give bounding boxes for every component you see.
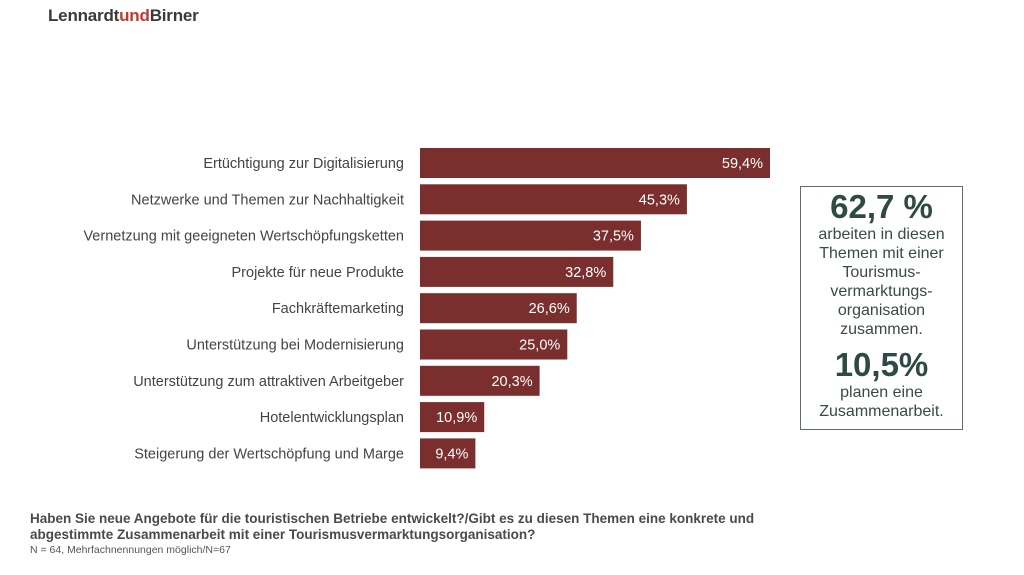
brand-part-2: und (119, 6, 150, 25)
bar-5 (420, 329, 568, 360)
category-label-2: Vernetzung mit geeigneten Wertschöpfungs… (83, 229, 404, 245)
callout-text-1-line-1: arbeiten in diesen (818, 226, 945, 243)
category-label-1: Netzwerke und Themen zur Nachhaltigkeit (131, 192, 404, 208)
survey-question-line-2: abgestimmte Zusammenarbeit mit einer Tou… (30, 527, 536, 542)
category-label-0: Ertüchtigung zur Digitalisierung (203, 156, 404, 172)
value-label-0: 59,4% (722, 156, 763, 172)
bar-3 (420, 256, 614, 287)
bar-1 (420, 184, 687, 215)
category-label-6: Unterstützung zum attraktiven Arbeitgebe… (133, 374, 404, 390)
callout-text-1-line-3: Tourismus- (842, 264, 921, 281)
callout-stat-1: 62,7 % (830, 188, 933, 225)
value-label-1: 45,3% (639, 192, 680, 208)
brand-part-3: Birner (149, 6, 199, 25)
value-label-6: 20,3% (491, 374, 532, 390)
bar-0 (420, 148, 770, 178)
category-label-4: Fachkräftemarketing (272, 301, 404, 317)
callout-box: 62,7 % arbeiten in diesen Themen mit ein… (800, 186, 963, 430)
bar-7 (420, 402, 485, 433)
bar-4 (420, 293, 577, 324)
category-label-7: Hotelentwicklungsplan (260, 410, 404, 426)
category-label-8: Steigerung der Wertschöpfung und Marge (134, 446, 404, 462)
bar-6 (420, 365, 540, 396)
callout-text-2-line-2: Zusammenarbeit. (819, 403, 944, 420)
callout-stat-2: 10,5% (834, 346, 929, 383)
callout-text-1-line-2: Themen mit einer (819, 245, 944, 262)
brand-logo: LennardtundBirner (48, 6, 199, 26)
value-label-5: 25,0% (519, 338, 560, 354)
sample-note: N = 64, Mehrfachnennungen möglich/N=67 (30, 544, 231, 556)
category-label-5: Unterstützung bei Modernisierung (186, 338, 404, 354)
value-label-3: 32,8% (565, 265, 606, 281)
brand-part-1: Lennardt (48, 6, 120, 25)
callout-text-1-line-5: organisation (837, 302, 926, 319)
category-label-3: Projekte für neue Produkte (232, 265, 405, 281)
bar-8 (420, 438, 476, 469)
value-label-2: 37,5% (593, 229, 634, 245)
survey-question: Haben Sie neue Angebote für die touristi… (30, 511, 930, 543)
survey-question-line-1: Haben Sie neue Angebote für die touristi… (30, 511, 755, 526)
callout-text-1-line-4: vermarktungs- (830, 283, 933, 300)
value-label-8: 9,4% (435, 446, 468, 462)
callout-text-1-line-6: zusammen. (840, 321, 923, 338)
value-label-4: 26,6% (529, 301, 570, 317)
value-label-7: 10,9% (436, 410, 477, 426)
callout-text-2-line-1: planen eine (840, 384, 923, 401)
bar-2 (420, 220, 641, 251)
